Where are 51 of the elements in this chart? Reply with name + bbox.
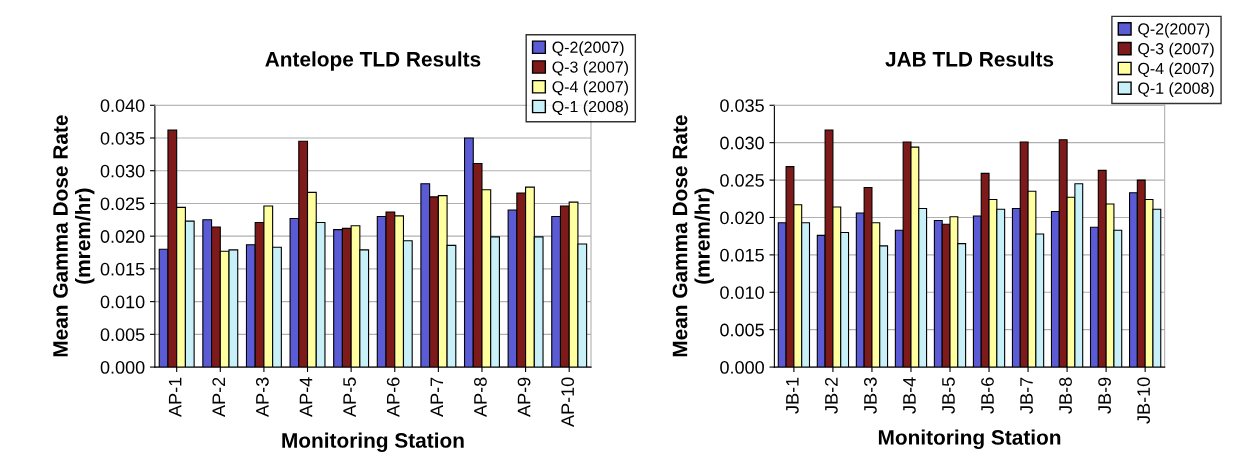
x-tick-label: AP-7	[430, 377, 444, 417]
x-tick-label: AP-1	[168, 377, 182, 417]
y-tick-label: 0.015	[100, 262, 145, 276]
chart-title: Antelope TLD Results	[265, 51, 481, 71]
y-tick-label: 0.010	[720, 286, 764, 299]
x-tick-label: AP-9	[517, 377, 531, 417]
y-tick-label: 0.035	[100, 131, 145, 145]
y-tick-label: 0.040	[100, 99, 145, 112]
legend-label: Q-2(2007)	[552, 41, 624, 57]
y-tick-label: 0.005	[100, 328, 145, 342]
y-tick-label: 0.030	[100, 164, 145, 178]
y-tick-label: 0.025	[100, 197, 145, 211]
x-tick-label: JB-5	[942, 377, 955, 414]
x-tick-label: JB-3	[864, 377, 877, 414]
y-tick-label: 0.030	[720, 136, 764, 150]
y-tick-label: 0.005	[720, 323, 764, 337]
y-axis-title: Mean Gamma Dose Rate (mrem/hr)	[672, 115, 714, 357]
x-tick-label: JB-7	[1020, 377, 1033, 414]
x-tick-label: JB-9	[1098, 377, 1111, 414]
legend-label: Q-1 (2008)	[552, 100, 628, 116]
legend-label: Q-4 (2007)	[552, 80, 628, 96]
x-tick-label: AP-2	[212, 377, 225, 417]
x-tick-label: AP-5	[343, 377, 356, 417]
x-tick-label: AP-8	[474, 377, 487, 417]
x-tick-label: JB-10	[1137, 377, 1150, 424]
legend-label: Q-3 (2007)	[1138, 42, 1214, 58]
x-tick-label: AP-4	[299, 377, 313, 417]
y-axis-title: Mean Gamma Dose Rate (mrem/hr)	[53, 115, 95, 357]
y-tick-label: 0.015	[720, 248, 764, 262]
x-axis-title: Monitoring Station	[282, 432, 464, 453]
x-tick-label: AP-3	[255, 377, 269, 417]
y-tick-label: 0.035	[720, 99, 764, 112]
legend-label: Q-4 (2007)	[1138, 62, 1214, 78]
x-tick-label: JB-4	[903, 377, 916, 414]
chart-title: JAB TLD Results	[885, 51, 1054, 67]
legend-label: Q-2(2007)	[1138, 22, 1210, 38]
y-tick-label: 0.020	[100, 230, 145, 243]
legend-label: Q-3 (2007)	[552, 60, 628, 76]
x-tick-label: JB-8	[1059, 377, 1072, 414]
x-tick-label: JB-6	[981, 377, 994, 414]
x-tick-label: JB-2	[824, 377, 838, 414]
y-tick-label: 0.000	[720, 361, 764, 374]
y-tick-label: 0.025	[720, 174, 764, 187]
y-tick-label: 0.000	[100, 361, 145, 374]
y-tick-label: 0.020	[720, 211, 764, 225]
legend-label: Q-1 (2008)	[1138, 82, 1214, 98]
x-axis-title: Monitoring Station	[878, 429, 1061, 450]
x-tick-label: JB-1	[786, 377, 799, 414]
x-tick-label: AP-6	[386, 377, 400, 417]
y-tick-label: 0.010	[100, 295, 145, 309]
x-tick-label: AP-10	[561, 377, 575, 427]
